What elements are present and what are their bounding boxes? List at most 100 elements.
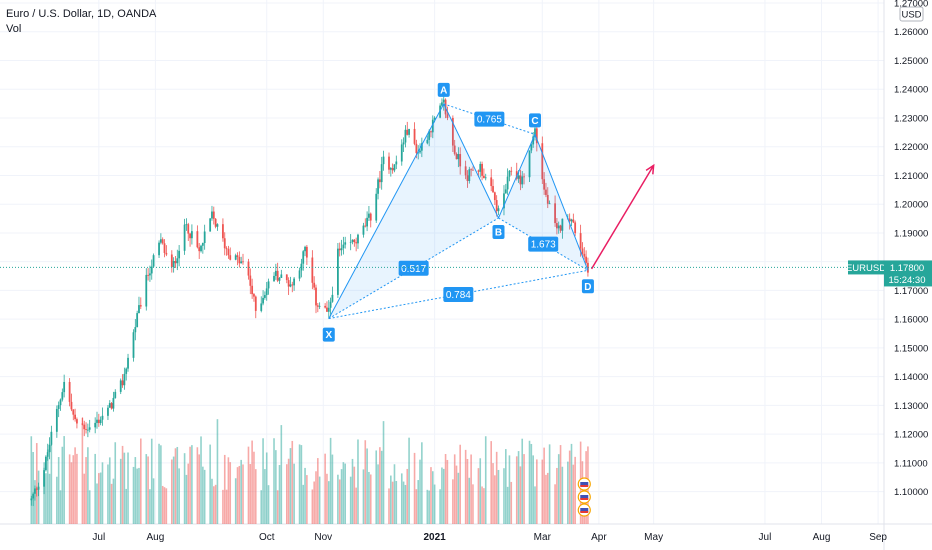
volume-bar xyxy=(506,486,509,524)
volume-bar xyxy=(229,462,232,524)
candle-body xyxy=(417,152,420,154)
candle-body xyxy=(211,211,213,219)
candle-body xyxy=(503,193,505,209)
price-tick-label: 1.21000 xyxy=(894,171,928,182)
candle-body xyxy=(532,136,535,145)
flag-icon xyxy=(577,477,591,491)
candle-body xyxy=(504,189,507,194)
candle-body xyxy=(329,301,332,308)
volume-bar xyxy=(362,469,365,524)
volume-bar xyxy=(338,479,341,524)
volume-bar xyxy=(417,480,419,524)
volume-bar xyxy=(395,481,398,524)
candle-body xyxy=(198,247,201,252)
candle-body xyxy=(229,255,232,260)
candle-body xyxy=(355,242,358,244)
candle-body xyxy=(94,422,97,428)
time-tick-label: Sep xyxy=(869,532,887,543)
volume-bar xyxy=(353,466,356,524)
volume-indicator-label[interactable]: Vol xyxy=(6,23,22,35)
volume-bar xyxy=(369,474,372,524)
candle-body xyxy=(289,284,292,287)
volume-bar xyxy=(444,454,447,524)
ratio-label-box xyxy=(398,260,429,276)
volume-bar xyxy=(63,436,65,524)
volume-bar xyxy=(490,441,492,524)
candle-body xyxy=(453,145,456,154)
candle-body xyxy=(145,274,148,307)
volume-bar xyxy=(76,453,78,524)
volume-bar xyxy=(331,454,334,524)
pattern-point-text: D xyxy=(584,282,591,293)
time-tick-label: Mar xyxy=(534,532,552,543)
candle-body xyxy=(298,270,301,279)
candle-body xyxy=(327,307,330,312)
candle-body xyxy=(479,163,482,172)
candle-body xyxy=(55,408,58,432)
volume-bar xyxy=(293,463,295,524)
volume-bar xyxy=(413,452,416,524)
candle-body xyxy=(88,427,91,430)
candle-body xyxy=(227,249,230,256)
candle-body xyxy=(391,168,394,171)
candle-body xyxy=(353,239,356,243)
pattern-point-text: C xyxy=(531,116,538,127)
time-axis[interactable]: Jul Aug Oct Nov 2021 Mar Apr May Jul Aug Sep xyxy=(92,532,887,543)
volume-bar xyxy=(364,440,367,524)
time-tick-label: 2021 xyxy=(424,532,447,543)
pattern-fill-xab xyxy=(328,103,499,319)
event-flag-stripe xyxy=(580,511,589,513)
candle-body xyxy=(481,163,483,176)
candle-body xyxy=(377,179,379,194)
candle-body xyxy=(472,169,474,171)
candle-body xyxy=(579,233,582,249)
candle-body xyxy=(68,381,71,402)
candle-body xyxy=(172,261,175,268)
candle-body xyxy=(265,288,268,296)
symbol-title[interactable]: Euro / U.S. Dollar, 1D, OANDA xyxy=(6,8,157,20)
candle-body xyxy=(357,234,359,244)
volume-bar xyxy=(98,473,100,524)
candle-body xyxy=(455,153,458,160)
volume-bar xyxy=(254,469,257,524)
volume-bar xyxy=(209,444,211,524)
volume-bar xyxy=(287,458,290,524)
candle-body xyxy=(254,296,257,311)
volume-bar xyxy=(559,445,562,524)
candle-body xyxy=(242,261,244,263)
price-tick-label: 1.26000 xyxy=(894,27,928,38)
candle-body xyxy=(369,213,372,221)
volume-bar xyxy=(388,488,390,524)
candle-body xyxy=(170,254,173,268)
volume-bar xyxy=(523,454,525,524)
candle-body xyxy=(517,175,520,179)
pattern-point-box xyxy=(492,224,505,239)
harmonic-pattern[interactable]: 0.765 0.517 1.673 0.784 X A B C D xyxy=(0,82,884,342)
volume-bar xyxy=(419,459,421,524)
candle-body xyxy=(187,224,190,234)
price-tick-label: 1.14000 xyxy=(894,372,928,383)
candle-body xyxy=(493,192,496,201)
volume-bar xyxy=(441,467,443,524)
candle-body xyxy=(388,156,390,170)
volume-bar xyxy=(390,475,392,524)
candle-body xyxy=(349,241,352,243)
volume-bar xyxy=(249,464,252,524)
volume-bar xyxy=(161,485,164,524)
projection-arrow-shaft xyxy=(590,165,655,270)
candle-body xyxy=(543,179,546,190)
volume-bar xyxy=(337,474,339,524)
candle-body xyxy=(139,305,142,307)
volume-bar xyxy=(35,443,38,524)
volume-bar xyxy=(61,446,64,524)
volume-bar xyxy=(242,464,244,524)
pattern-point-text: X xyxy=(325,330,332,341)
candle-body xyxy=(59,399,62,406)
candle-body xyxy=(523,176,525,178)
candle-body xyxy=(305,246,308,258)
candle-body xyxy=(222,224,224,239)
volume-bar xyxy=(158,443,160,524)
price-axis[interactable]: 1.27000 1.26000 1.25000 1.24000 1.23000 1.220… xyxy=(846,0,932,498)
candle-body xyxy=(419,150,421,153)
